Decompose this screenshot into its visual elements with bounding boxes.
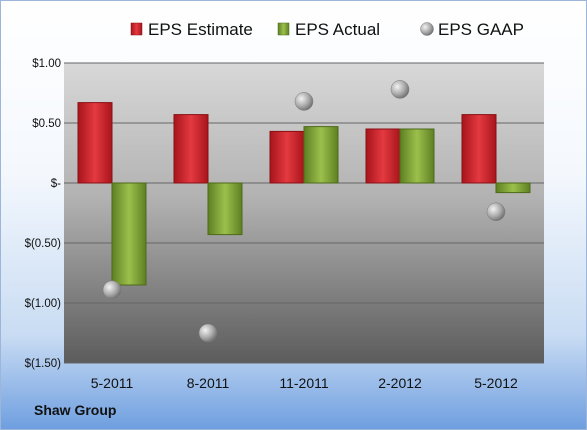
company-label: Shaw Group xyxy=(34,402,117,418)
marker-eps-gaap xyxy=(390,80,410,99)
legend-label: EPS Estimate xyxy=(148,20,253,39)
legend-swatch-eps-gaap xyxy=(420,22,434,36)
x-category-label: 5-2011 xyxy=(91,375,134,391)
x-category-label: 8-2011 xyxy=(187,375,230,391)
marker-eps-gaap xyxy=(102,280,122,300)
y-tick-label: $(1.50) xyxy=(25,358,62,370)
legend-swatch-eps-estimate xyxy=(130,22,143,36)
x-category-label: 5-2012 xyxy=(474,375,518,391)
bar-eps-estimate xyxy=(269,130,305,184)
legend-label: EPS Actual xyxy=(295,20,380,39)
y-tick-label: $(0.50) xyxy=(25,238,62,250)
marker-eps-gaap xyxy=(294,92,314,111)
bar-eps-estimate xyxy=(173,114,209,184)
bar-eps-estimate xyxy=(365,128,401,184)
legend-label: EPS GAAP xyxy=(438,20,524,39)
y-tick-label: $(1.00) xyxy=(25,298,62,310)
x-category-label: 2-2012 xyxy=(378,375,422,391)
bar-eps-actual xyxy=(111,182,147,286)
legend-swatch-eps-actual xyxy=(277,22,290,36)
bar-eps-actual xyxy=(495,182,531,194)
bar-eps-actual xyxy=(303,126,339,184)
y-tick-label: $- xyxy=(51,178,61,190)
y-tick-label: $0.50 xyxy=(32,118,61,130)
bar-eps-estimate xyxy=(461,114,497,184)
marker-eps-gaap xyxy=(486,202,506,222)
bar-eps-actual xyxy=(207,182,243,236)
x-category-label: 11-2011 xyxy=(279,375,329,391)
marker-eps-gaap xyxy=(198,323,218,343)
y-tick-label: $1.00 xyxy=(32,58,61,70)
bar-eps-actual xyxy=(399,128,435,184)
bar-eps-estimate xyxy=(77,102,113,184)
